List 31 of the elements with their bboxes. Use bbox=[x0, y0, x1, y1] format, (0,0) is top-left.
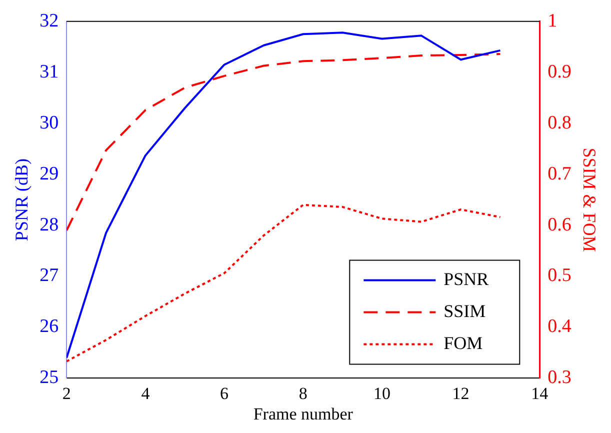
legend-label: PSNR bbox=[444, 268, 489, 289]
x-tick-label: 12 bbox=[452, 384, 470, 403]
x-tick-label: 14 bbox=[531, 384, 549, 403]
y-tick-label: 30 bbox=[40, 112, 59, 134]
y2-tick-label: 1 bbox=[548, 10, 558, 32]
y-tick-label: 29 bbox=[40, 163, 59, 184]
y-tick-label: 28 bbox=[40, 214, 59, 236]
y-tick-label: 25 bbox=[40, 367, 59, 388]
x-tick-label: 4 bbox=[141, 384, 150, 403]
x-axis-title: Frame number bbox=[253, 404, 354, 424]
y-tick-label: 26 bbox=[40, 316, 59, 338]
y-tick-label: 31 bbox=[40, 61, 59, 82]
y-tick-label: 27 bbox=[40, 265, 59, 286]
x-tick-label: 10 bbox=[373, 384, 390, 403]
line-series bbox=[66, 204, 502, 362]
legend-label: SSIM bbox=[444, 300, 486, 321]
y2-tick-label: 0.8 bbox=[548, 112, 572, 134]
y2-tick-label: 0.9 bbox=[548, 61, 572, 82]
y2-tick-label: 0.7 bbox=[548, 163, 572, 184]
y2-tick-label: 0.4 bbox=[548, 316, 572, 338]
y-axis-title: PSNR (dB) bbox=[12, 158, 32, 242]
y2-tick-label: 0.5 bbox=[548, 265, 572, 286]
y2-tick-label: 0.6 bbox=[548, 214, 572, 236]
x-tick-label: 8 bbox=[298, 384, 308, 403]
x-tick-label: 2 bbox=[62, 384, 71, 403]
y2-tick-label: 0.3 bbox=[548, 367, 572, 388]
x-tick-label: 6 bbox=[220, 384, 229, 403]
y2-axis-title: SSIM & FOM bbox=[579, 148, 600, 252]
legend-label: FOM bbox=[444, 332, 483, 353]
line-series bbox=[66, 53, 502, 232]
y-tick-label: 32 bbox=[40, 10, 59, 32]
